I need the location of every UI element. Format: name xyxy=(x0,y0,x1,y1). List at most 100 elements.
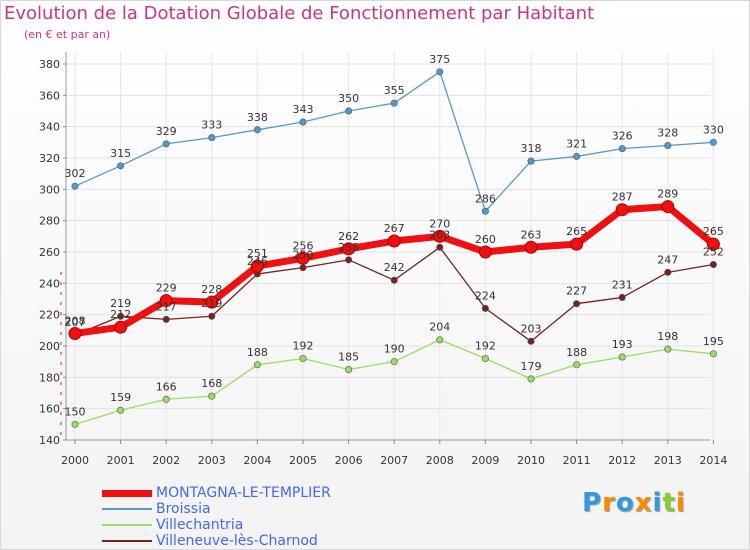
data-label: 265 xyxy=(703,225,724,238)
data-label: 247 xyxy=(657,253,678,266)
data-label: 252 xyxy=(703,246,724,259)
data-label: 246 xyxy=(247,255,268,268)
data-label: 204 xyxy=(429,321,450,334)
logo-letter: P xyxy=(582,488,603,518)
legend-swatch xyxy=(102,508,152,510)
x-tick-label: 2008 xyxy=(426,454,454,467)
data-label: 188 xyxy=(566,346,587,359)
data-label: 185 xyxy=(338,351,359,364)
data-point xyxy=(570,237,584,251)
data-point xyxy=(481,207,489,215)
data-point xyxy=(481,355,489,363)
logo-letter: o xyxy=(615,488,635,518)
y-tick-label: 240 xyxy=(39,277,60,290)
data-label: 212 xyxy=(110,308,131,321)
data-label: 263 xyxy=(521,228,542,241)
data-label: 267 xyxy=(384,222,405,235)
x-tick-label: 2012 xyxy=(608,454,636,467)
data-label: 229 xyxy=(156,282,177,295)
data-point xyxy=(159,294,173,308)
data-point xyxy=(709,350,717,358)
data-point xyxy=(299,355,307,363)
data-point xyxy=(390,99,398,107)
y-tick-label: 380 xyxy=(39,58,60,71)
data-point xyxy=(342,242,356,256)
data-point xyxy=(345,365,353,373)
data-label: 262 xyxy=(338,230,359,243)
data-point xyxy=(436,243,444,251)
x-tick-label: 2010 xyxy=(517,454,545,467)
data-label: 302 xyxy=(65,167,86,180)
data-point xyxy=(387,234,401,248)
data-point xyxy=(114,320,128,334)
data-label: 159 xyxy=(110,391,131,404)
data-label: 150 xyxy=(65,405,86,418)
data-point xyxy=(208,134,216,142)
x-tick-label: 2014 xyxy=(699,454,727,467)
x-tick-label: 2000 xyxy=(61,454,89,467)
y-tick-label: 300 xyxy=(39,183,60,196)
x-tick-label: 2006 xyxy=(335,454,363,467)
data-label: 168 xyxy=(201,377,222,390)
x-tick-label: 2005 xyxy=(289,454,317,467)
data-point xyxy=(250,259,264,273)
data-label: 256 xyxy=(293,239,314,252)
y-tick-label: 360 xyxy=(39,89,60,102)
data-point xyxy=(253,361,261,369)
data-point xyxy=(162,315,170,323)
data-point xyxy=(117,162,125,170)
data-label: 328 xyxy=(657,126,678,139)
data-point xyxy=(117,406,125,414)
legend-swatch xyxy=(102,540,152,542)
data-point xyxy=(436,336,444,344)
data-label: 329 xyxy=(156,125,177,138)
data-point xyxy=(253,126,261,134)
chart-subtitle: (en € et par an) xyxy=(24,28,111,41)
data-label: 318 xyxy=(521,142,542,155)
data-point xyxy=(618,293,626,301)
data-label: 289 xyxy=(657,188,678,201)
y-tick-label: 260 xyxy=(39,246,60,259)
x-tick-label: 2003 xyxy=(198,454,226,467)
data-label: 321 xyxy=(566,137,587,150)
data-point xyxy=(71,182,79,190)
data-point xyxy=(299,118,307,126)
data-label: 350 xyxy=(338,92,359,105)
data-point xyxy=(527,157,535,165)
data-point xyxy=(162,140,170,148)
data-label: 330 xyxy=(703,123,724,136)
data-label: 250 xyxy=(293,249,314,262)
legend-swatch xyxy=(102,490,152,497)
data-point xyxy=(299,264,307,272)
data-label: 263 xyxy=(429,228,450,241)
data-label: 251 xyxy=(247,247,268,260)
data-point xyxy=(205,295,219,309)
data-label: 192 xyxy=(475,340,496,353)
x-tick-label: 2004 xyxy=(243,454,271,467)
data-point xyxy=(709,138,717,146)
data-label: 228 xyxy=(201,283,222,296)
data-point xyxy=(527,375,535,383)
legend-swatch xyxy=(102,524,152,526)
data-label: 192 xyxy=(293,340,314,353)
data-label: 227 xyxy=(566,285,587,298)
data-label: 219 xyxy=(110,297,131,310)
data-point xyxy=(524,240,538,254)
data-label: 193 xyxy=(612,338,633,351)
x-tick-label: 2011 xyxy=(563,454,591,467)
data-label: 190 xyxy=(384,343,405,356)
data-point xyxy=(618,353,626,361)
data-label: 265 xyxy=(566,225,587,238)
data-label: 355 xyxy=(384,84,405,97)
data-label: 333 xyxy=(201,119,222,132)
data-point xyxy=(68,326,82,340)
data-point xyxy=(162,395,170,403)
data-point xyxy=(433,229,447,243)
logo-letter: i xyxy=(675,488,686,518)
data-point xyxy=(615,203,629,217)
x-tick-label: 2013 xyxy=(654,454,682,467)
legend-label: MONTAGNA-LE-TEMPLIER xyxy=(156,485,331,501)
data-label: 286 xyxy=(475,192,496,205)
data-point xyxy=(208,312,216,320)
data-point xyxy=(618,145,626,153)
